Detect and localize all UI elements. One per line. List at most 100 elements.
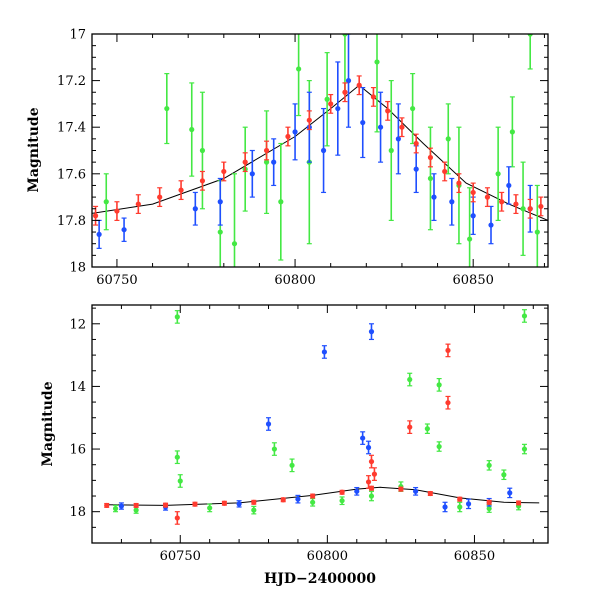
data-point <box>413 140 419 147</box>
y-tick-label: 17.8 <box>57 214 86 229</box>
data-point <box>118 503 125 509</box>
data-point <box>339 489 345 495</box>
bottom-ticks: 60750 60800 60850 12 14 16 18 <box>69 305 548 564</box>
data-point <box>320 147 327 154</box>
top-ticks: 60750 60800 60850 17 17.2 17.4 17.6 17.8 18 <box>57 28 548 288</box>
data-point <box>371 471 378 477</box>
data-point <box>271 159 277 165</box>
data-point <box>456 180 462 186</box>
top-y-axis-label: Magnitude <box>26 107 42 192</box>
data-point <box>345 78 352 84</box>
data-point <box>424 426 430 432</box>
data-point <box>295 496 301 502</box>
data-point <box>157 194 163 200</box>
bottom-panel: 60750 60800 60850 12 14 16 18 Magnitude HJD−24… <box>40 304 549 587</box>
y-tick-label: 17.6 <box>57 167 86 182</box>
data-point <box>413 488 419 494</box>
data-point <box>199 147 206 154</box>
data-point <box>368 329 375 335</box>
data-point <box>368 458 375 465</box>
data-point <box>280 497 286 503</box>
data-point <box>436 443 442 450</box>
data-point <box>265 421 272 427</box>
data-point <box>368 493 375 499</box>
data-point <box>174 314 180 320</box>
data-point <box>377 124 384 130</box>
y-tick-label: 12 <box>69 317 86 332</box>
data-point <box>249 171 255 177</box>
data-point <box>96 231 102 237</box>
x-tick-label: 60800 <box>307 549 348 564</box>
data-point <box>310 493 316 499</box>
data-point <box>521 313 528 319</box>
data-point <box>470 213 476 219</box>
data-point <box>285 133 291 140</box>
data-point <box>385 108 391 114</box>
data-point <box>449 199 455 205</box>
data-point <box>445 136 451 142</box>
data-point <box>520 206 526 212</box>
data-point <box>354 488 360 494</box>
data-point <box>501 472 507 478</box>
data-point <box>242 159 248 165</box>
bottom-model-curve <box>106 486 540 506</box>
data-point <box>92 213 99 219</box>
data-point <box>527 206 533 212</box>
data-point <box>174 454 180 460</box>
data-point <box>465 501 472 507</box>
data-point <box>174 515 180 521</box>
data-point <box>328 101 334 107</box>
data-point <box>217 229 223 235</box>
data-point <box>263 147 270 154</box>
data-point <box>413 166 419 172</box>
data-point <box>335 105 341 112</box>
data-point <box>162 502 169 508</box>
top-plot-area <box>92 34 548 267</box>
data-point <box>251 499 257 505</box>
x-tick-label: 60750 <box>96 273 137 288</box>
data-point <box>178 187 184 193</box>
data-point <box>164 105 170 112</box>
data-point <box>104 502 110 509</box>
data-point <box>278 199 284 205</box>
data-point <box>407 424 413 430</box>
data-point <box>407 376 413 383</box>
data-point <box>360 435 366 441</box>
data-point <box>538 203 544 210</box>
data-point <box>374 59 380 65</box>
data-point <box>289 462 295 468</box>
data-point <box>467 236 473 242</box>
y-tick-label: 14 <box>69 380 86 395</box>
data-point <box>365 444 372 451</box>
data-point <box>495 171 501 177</box>
data-point <box>192 206 198 212</box>
data-point <box>515 500 522 506</box>
data-point <box>499 199 505 205</box>
data-point <box>442 168 448 175</box>
data-point <box>507 490 513 496</box>
data-point <box>470 189 476 196</box>
data-point <box>442 504 448 510</box>
data-point <box>103 199 109 205</box>
data-point <box>192 501 198 507</box>
data-point <box>310 499 316 505</box>
top-series-red <box>92 75 544 226</box>
data-point <box>445 347 451 354</box>
data-point <box>112 505 119 512</box>
data-point <box>365 479 372 485</box>
data-point <box>236 501 242 507</box>
data-point <box>368 485 375 491</box>
data-point <box>231 241 238 247</box>
x-tick-label: 60850 <box>453 273 494 288</box>
x-tick-label: 60800 <box>274 273 315 288</box>
x-tick-label: 60850 <box>454 549 495 564</box>
data-point <box>292 129 298 135</box>
x-axis-label: HJD−2400000 <box>264 571 376 587</box>
data-point <box>207 505 213 511</box>
data-point <box>114 208 120 214</box>
data-point <box>486 462 492 468</box>
data-point <box>339 498 345 504</box>
data-point <box>221 168 227 175</box>
bottom-series-green <box>112 309 528 515</box>
